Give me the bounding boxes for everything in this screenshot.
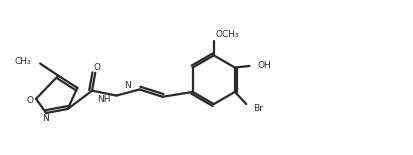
Text: NH: NH xyxy=(97,95,110,104)
Text: O: O xyxy=(93,63,100,72)
Text: N: N xyxy=(125,81,131,90)
Text: N: N xyxy=(42,114,49,123)
Text: OH: OH xyxy=(258,61,271,70)
Text: Br: Br xyxy=(254,104,263,113)
Text: CH₃: CH₃ xyxy=(14,57,31,66)
Text: OCH₃: OCH₃ xyxy=(216,30,240,39)
Text: O: O xyxy=(27,96,34,105)
